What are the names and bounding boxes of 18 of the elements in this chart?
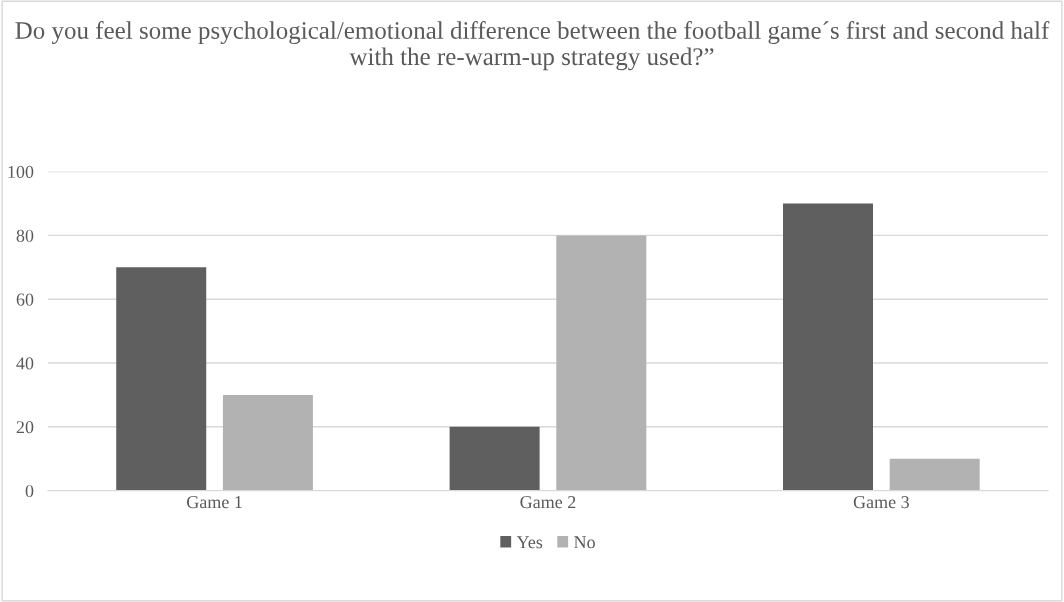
y-tick-label: 100 — [8, 165, 34, 179]
legend-label: Yes — [516, 536, 543, 549]
bar — [889, 458, 980, 491]
y-tick-label: 40 — [16, 357, 34, 370]
bar — [116, 267, 207, 491]
y-tick-label: 60 — [16, 293, 34, 306]
x-tick-label: Game 2 — [520, 496, 576, 509]
y-tick-label: 80 — [16, 229, 34, 242]
y-tick-label: 20 — [16, 421, 34, 434]
bar — [783, 203, 874, 491]
bar — [222, 394, 313, 491]
legend-label: No — [574, 536, 595, 549]
chart-title: Do you feel some psychological/emotional difference between the football game´s first and second half with the re-warm-up strategy used?” — [15, 21, 1050, 71]
bar — [449, 426, 540, 491]
x-tick-label: Game 1 — [186, 496, 242, 509]
y-tick-label: 0 — [25, 484, 34, 498]
x-tick-label: Game 3 — [853, 496, 909, 509]
bar — [556, 235, 647, 491]
